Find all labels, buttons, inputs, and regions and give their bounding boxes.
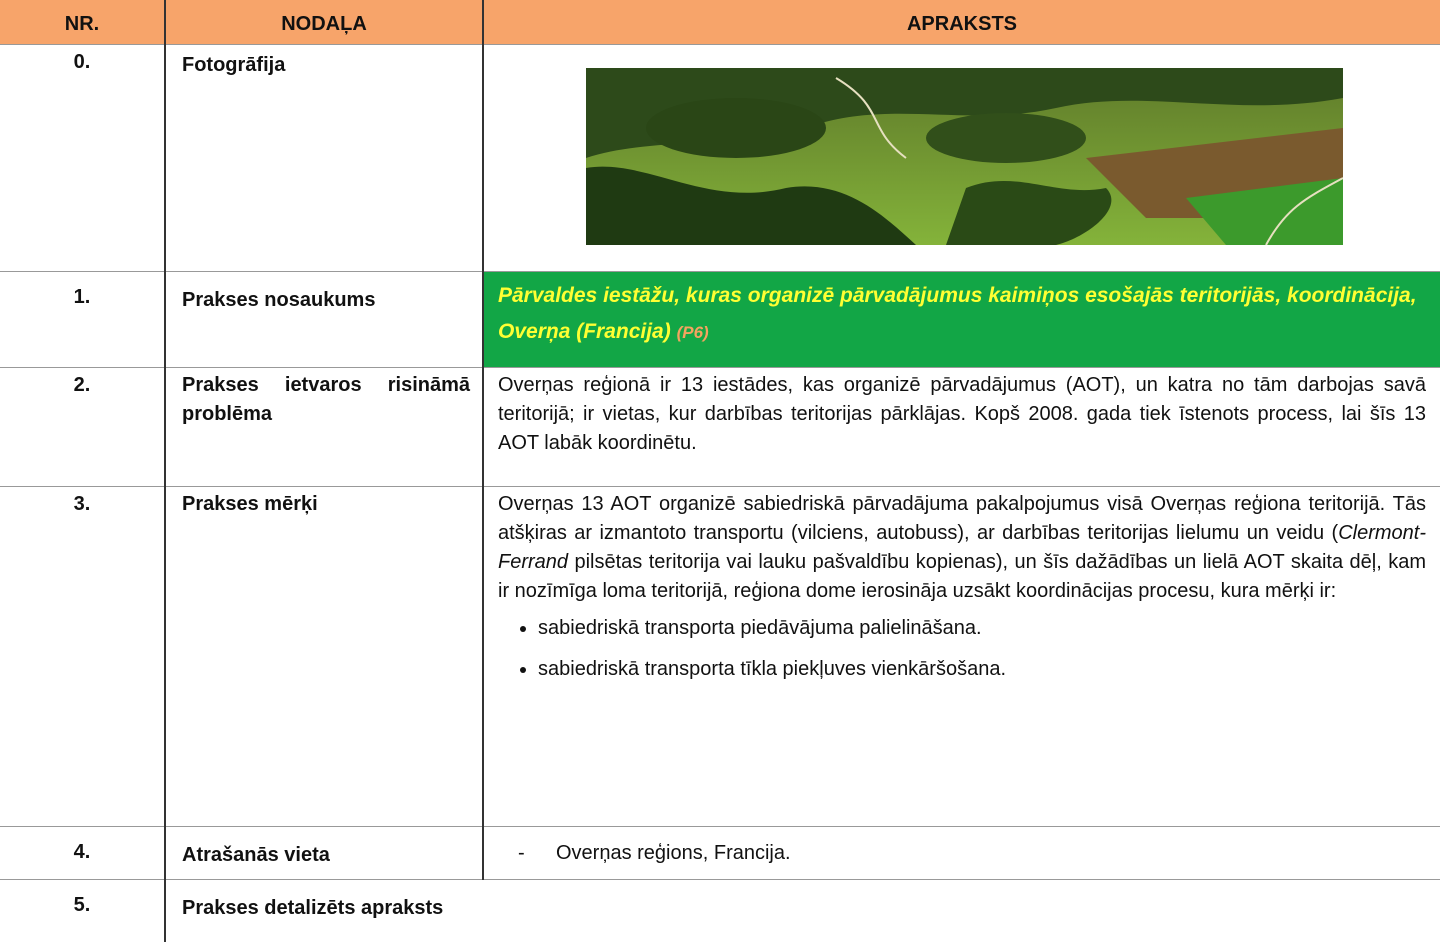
text-italic: Clermont-Ferrand	[498, 522, 1426, 573]
section: Atrašanās vieta	[164, 826, 483, 880]
description: Overņas 13 AOT organizē sabiedriskā pārv…	[482, 486, 1440, 827]
nr: 0.	[0, 44, 165, 272]
nr: 1.	[0, 271, 165, 368]
goal-item: sabiedriskā transporta piedāvājuma palie…	[538, 614, 1426, 643]
goal-list: sabiedriskā transporta piedāvājuma palie…	[498, 614, 1426, 684]
section: Prakses nosaukums	[164, 271, 483, 368]
photo-cell	[482, 44, 1440, 272]
row: 4. Atrašanās vieta - Overņas reģions, Fra…	[0, 826, 1440, 880]
row: 5. Prakses detalizēts apraksts	[0, 879, 1440, 942]
photo	[586, 68, 1344, 246]
section: Prakses mērķi	[164, 486, 483, 827]
text: Overņas 13 AOT organizē sabiedriskā pārv…	[498, 493, 1426, 544]
description: Overņas reģionā ir 13 iestādes, kas orga…	[482, 367, 1440, 487]
row: 2. Prakses ietvaros risināmā problēma Ov…	[0, 367, 1440, 487]
text: pilsētas teritorija vai lauku pašvaldību…	[498, 551, 1426, 602]
row: 1. Prakses nosaukums Pārvaldes iestāžu, …	[0, 271, 1440, 368]
goal-item: sabiedriskā transporta tīkla piekļuves v…	[538, 655, 1426, 684]
practice-code: (P6)	[676, 323, 709, 342]
section: Prakses ietvaros risināmā problēma	[164, 367, 483, 487]
practice-title: Pārvaldes iestāžu, kuras organizē pārvad…	[498, 284, 1417, 343]
header-text: APRAKSTS	[906, 12, 1017, 35]
header-row: NR. NODAĻA APRAKSTS	[0, 0, 1440, 45]
nr: 3.	[0, 486, 165, 827]
list-marker: -	[518, 842, 525, 864]
header-cell: NODAĻA	[164, 0, 483, 45]
practice-title-cell: Pārvaldes iestāžu, kuras organizē pārvad…	[482, 271, 1440, 368]
section: Prakses detalizēts apraksts	[164, 879, 1440, 942]
nr: 2.	[0, 367, 165, 487]
nr: 5.	[73, 894, 91, 916]
header-cell: NR.	[0, 0, 165, 45]
row: 3. Prakses mērķi Overņas 13 AOT organizē…	[0, 486, 1440, 827]
description: - Overņas reģions, Francija.	[482, 826, 1440, 880]
header-cell: APRAKSTS	[482, 0, 1440, 45]
header-text: NR.	[64, 12, 100, 35]
text: Overņas reģions, Francija.	[556, 842, 791, 864]
header-text: NODAĻA	[281, 12, 367, 35]
row: 0. Fotogrāfija	[0, 44, 1440, 272]
nr: 4.	[0, 826, 165, 880]
paragraph: Overņas 13 AOT organizē sabiedriskā pārv…	[498, 490, 1426, 606]
section: Fotogrāfija	[164, 44, 483, 272]
